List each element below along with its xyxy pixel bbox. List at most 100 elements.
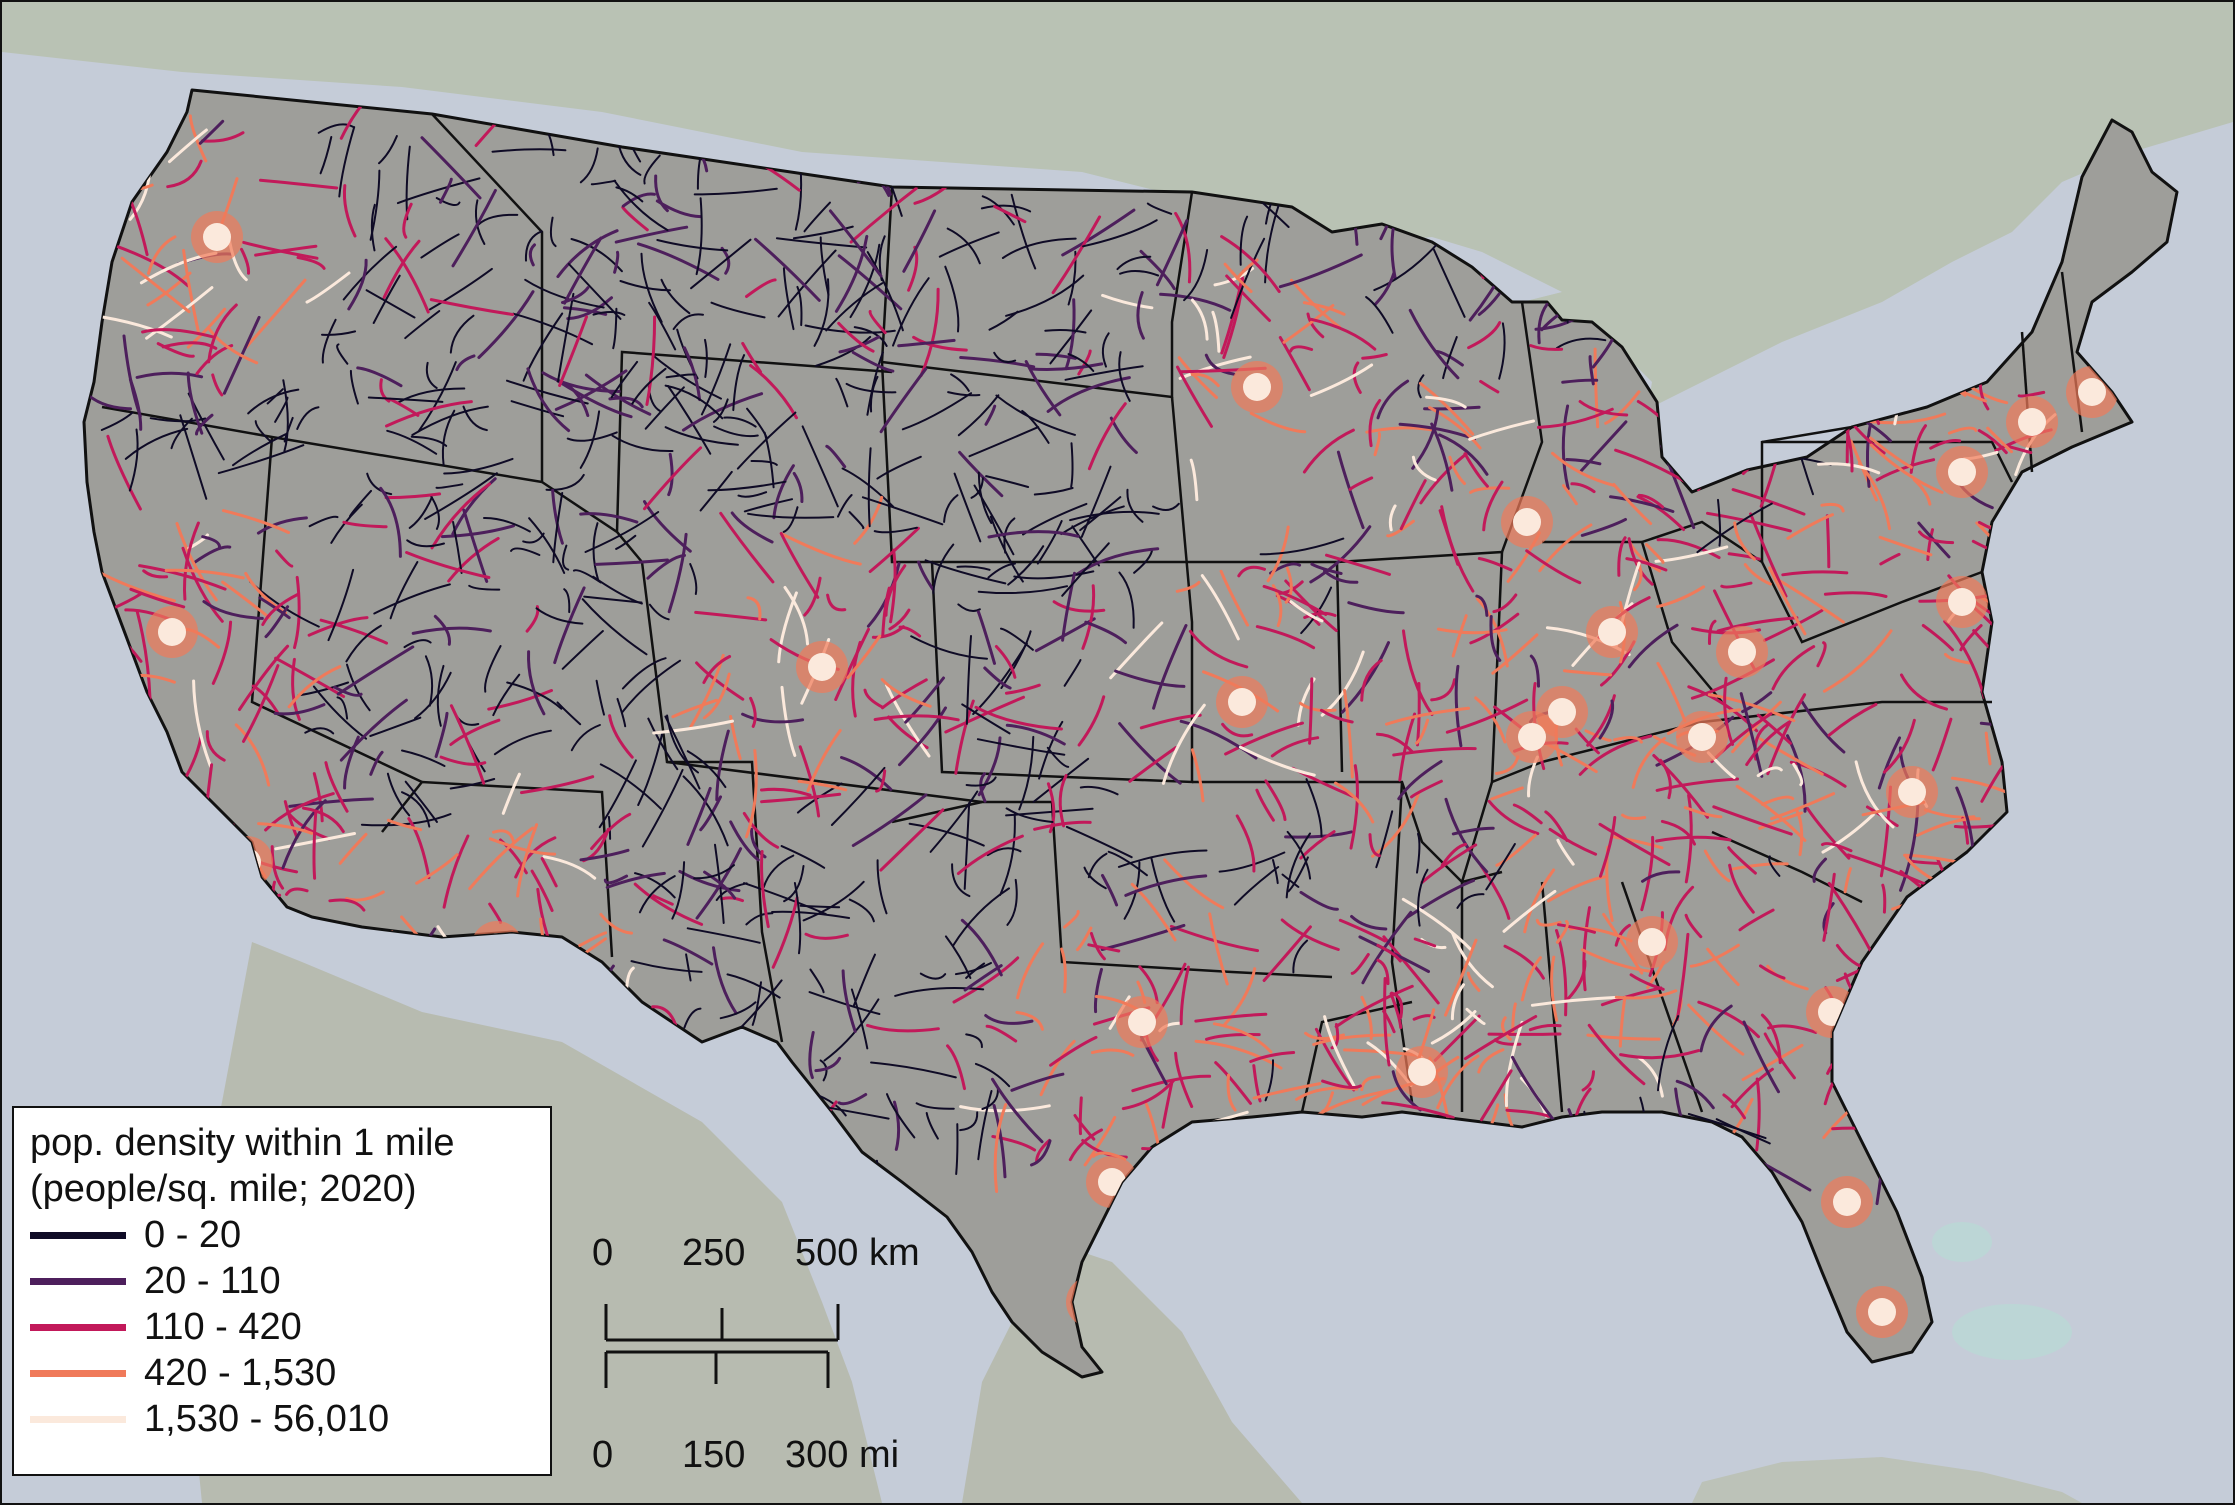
- road-segment: [1820, 502, 1845, 513]
- road-segment: [955, 1123, 959, 1175]
- road-segment: [296, 256, 326, 270]
- road-segment: [1916, 817, 1981, 837]
- road-segment: [897, 338, 956, 348]
- road-segment: [1101, 293, 1154, 310]
- road-segment: [1756, 713, 1792, 745]
- road-segment: [919, 287, 940, 377]
- road-segment: [578, 931, 608, 947]
- road-segment: [1768, 855, 1781, 877]
- road-segment: [1375, 810, 1394, 869]
- road-segment: [1444, 938, 1478, 1017]
- road-segment: [1430, 678, 1456, 702]
- road-segment: [1280, 918, 1340, 951]
- road-segment: [302, 806, 345, 833]
- road-segment: [561, 286, 590, 304]
- road-segment: [1875, 458, 1936, 482]
- road-segment: [647, 717, 679, 771]
- road-segment: [1314, 1027, 1356, 1092]
- road-segment: [1035, 352, 1077, 360]
- road-segment: [598, 759, 637, 829]
- road-segment: [850, 988, 869, 1050]
- road-segment: [1555, 919, 1570, 944]
- road-segment: [404, 780, 438, 823]
- road-segment: [579, 147, 599, 184]
- road-segment: [1220, 269, 1245, 355]
- road-segment: [1684, 913, 1703, 939]
- road-segment: [379, 378, 391, 403]
- road-segment: [1006, 878, 1018, 926]
- road-segment: [919, 972, 947, 980]
- road-segment: [1067, 353, 1095, 372]
- road-segment: [1004, 683, 1041, 695]
- road-segment: [242, 664, 280, 743]
- road-segment: [825, 282, 884, 332]
- road-segment: [384, 492, 442, 500]
- road-segment: [798, 745, 821, 818]
- road-segment: [841, 969, 857, 1033]
- road-segment: [1237, 565, 1266, 578]
- road-segment: [782, 506, 799, 533]
- road-segment: [1636, 495, 1686, 532]
- road-segment: [524, 278, 605, 309]
- road-segment: [1107, 850, 1148, 877]
- road-segment: [1565, 458, 1602, 466]
- road-segment: [285, 887, 309, 896]
- road-segment: [1465, 1007, 1486, 1026]
- road-segment: [1000, 630, 1032, 689]
- road-segment: [1080, 465, 1112, 538]
- road-segment: [1169, 924, 1259, 953]
- road-segment: [993, 351, 1017, 364]
- road-segment: [683, 1007, 702, 1029]
- road-segment: [1629, 973, 1665, 991]
- road-segment: [1000, 627, 1034, 651]
- road-segment: [952, 887, 1010, 947]
- road-segment: [747, 512, 835, 519]
- road-segment: [1742, 1020, 1780, 1094]
- road-segment: [1495, 833, 1537, 867]
- road-segment: [1712, 805, 1793, 836]
- road-segment: [449, 778, 496, 790]
- road-segment: [615, 534, 637, 550]
- road-segment: [1146, 202, 1173, 215]
- road-segment: [965, 635, 972, 725]
- road-segment: [382, 239, 421, 299]
- road-segment: [1175, 580, 1201, 593]
- road-segment: [402, 202, 413, 239]
- road-segment: [803, 201, 831, 233]
- road-segment: [695, 847, 743, 920]
- road-segment: [563, 236, 603, 305]
- road-segment: [274, 396, 289, 423]
- road-segment: [1869, 436, 1913, 469]
- road-segment: [319, 136, 333, 175]
- road-segment: [528, 517, 566, 574]
- road-segment: [317, 123, 354, 134]
- road-segment: [771, 896, 799, 969]
- metro-core: [1128, 1008, 1156, 1036]
- road-segment: [956, 565, 991, 571]
- metro-core: [1688, 723, 1716, 751]
- road-segment: [1150, 857, 1176, 923]
- road-segment: [141, 328, 216, 339]
- road-segment: [594, 558, 669, 566]
- road-segment: [1986, 426, 2013, 454]
- road-segment: [849, 243, 881, 319]
- road-segment: [621, 192, 656, 208]
- road-segment: [917, 560, 935, 592]
- road-segment: [999, 813, 1016, 896]
- road-segment: [455, 354, 476, 372]
- road-segment: [1373, 241, 1440, 292]
- road-segment: [120, 256, 191, 314]
- road-segment: [561, 630, 604, 670]
- road-segment: [1687, 1003, 1745, 1056]
- road-segment: [373, 583, 451, 615]
- road-segment: [275, 549, 294, 568]
- road-segment: [1580, 948, 1653, 973]
- road-segment: [1205, 1032, 1261, 1041]
- road-segment: [1036, 520, 1063, 565]
- metro-core: [1833, 1188, 1861, 1216]
- road-segment: [414, 671, 452, 720]
- road-segment: [1580, 517, 1627, 537]
- road-segment: [837, 321, 875, 353]
- state-boundary: [250, 436, 423, 784]
